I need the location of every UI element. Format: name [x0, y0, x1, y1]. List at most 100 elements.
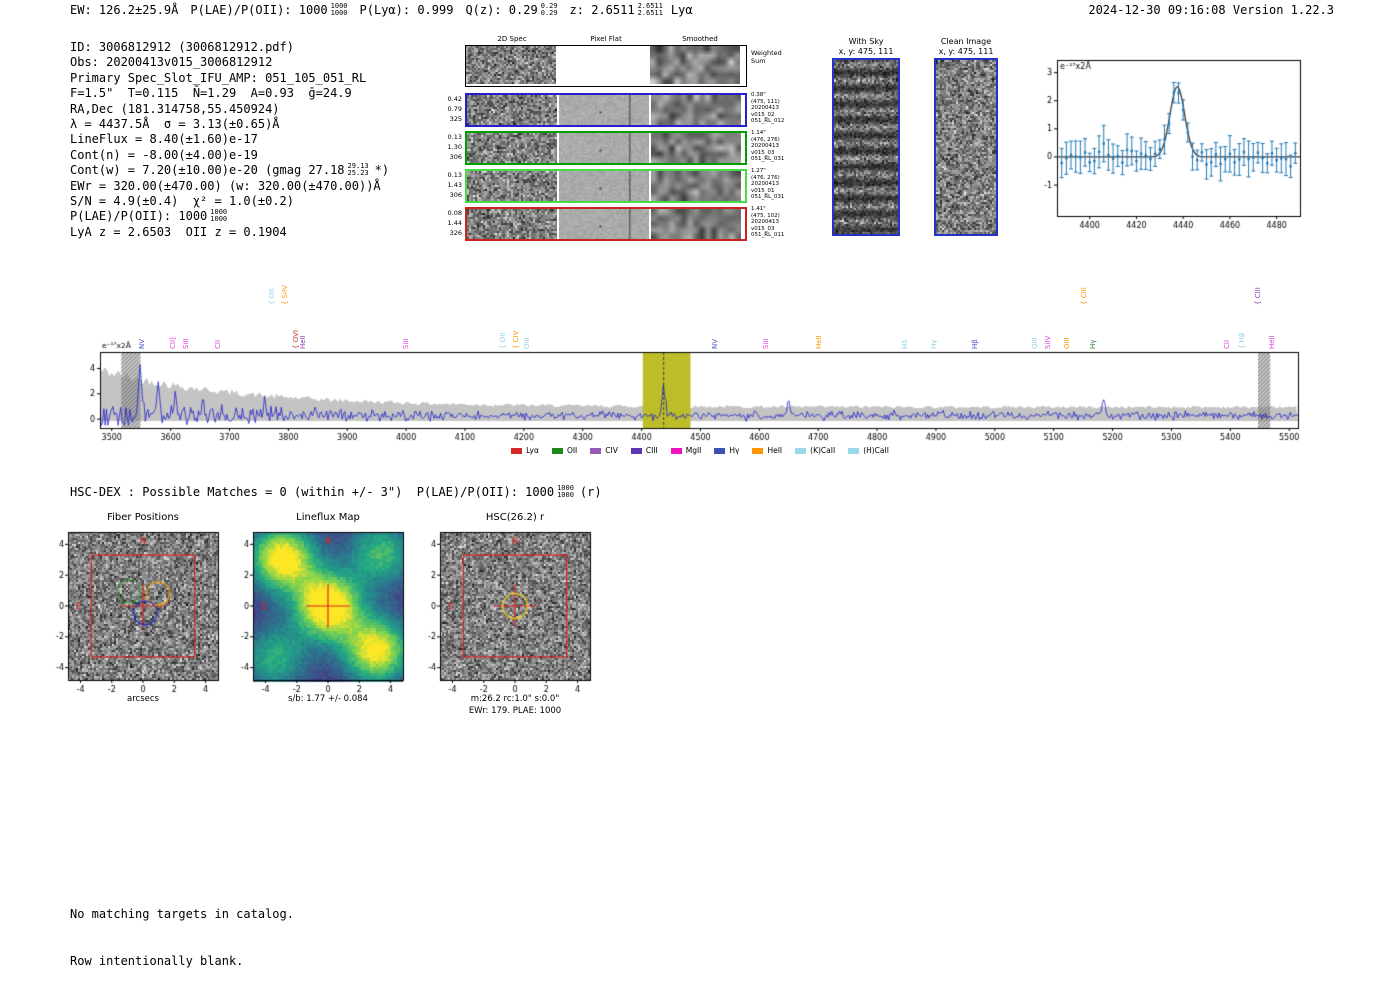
weighted-sum-row	[465, 45, 747, 87]
cutout-row	[465, 207, 747, 241]
legend-swatch	[848, 447, 860, 454]
emission-line-label: Hδ	[901, 339, 910, 349]
legend-label: CIV	[605, 446, 618, 455]
hsc-caption-1: m:26.2 rc:1.0" s:0.0"	[470, 694, 560, 704]
cutout-metric: 306	[449, 153, 462, 161]
stacked-fraction: 29.13 25.23	[347, 161, 369, 177]
cutout-row-right-labels: 1.14" (476, 276) 20200413 v015_03 051_RL_031	[751, 130, 813, 163]
cutout-id-text: 051_RL_011	[751, 232, 785, 239]
cutout-id-text: (475, 111)	[751, 98, 780, 105]
cutout-metric: 306	[449, 191, 462, 199]
fraction-numerator: 29.13	[347, 161, 369, 170]
cutout-metric: 0.08	[447, 209, 462, 217]
emission-line-label: CII	[214, 339, 223, 349]
cutout-row	[465, 131, 747, 165]
legend-label: Lyα	[526, 446, 539, 455]
legend-label: Hγ	[729, 446, 740, 455]
cutout-id-text: 20200413	[751, 181, 779, 188]
fraction-denominator: 25.23	[347, 168, 369, 177]
emission-line-fit-chart	[1020, 50, 1320, 235]
info-line: RA,Dec (181.314758,55.450924)	[70, 101, 280, 116]
info-line: EWr = 320.00(±470.00) (w: 320.00(±470.00…	[70, 178, 381, 193]
with-sky-panel	[832, 58, 900, 236]
info-line: ID: 3006812912 (3006812912.pdf)	[70, 40, 294, 54]
with-sky-title-text: With Sky	[848, 37, 884, 46]
info-line: Primary Spec_Slot_IFU_AMP: 051_105_051_R…	[70, 70, 367, 85]
cutout-row	[465, 169, 747, 203]
emission-line-label: { CIV	[511, 330, 520, 349]
timestamp-version: 2024-12-30 09:16:08 Version 1.22.3	[1088, 3, 1334, 17]
fraction-denominator: 1000	[210, 214, 228, 223]
ew-value: EW: 126.2±25.9Å	[70, 3, 179, 17]
clean-image-title-text: Clean Image	[940, 37, 992, 46]
info-line: Cont(w) = 7.20(±10.00)e-20 (gmag 27.18 29…	[70, 161, 390, 178]
cutout-row-right-labels: 0.38" (475, 111) 20200413 v015_02 051_RL_012	[751, 92, 813, 125]
emission-line-label: { SiIV	[280, 285, 289, 305]
column-header-2dspec: 2D Spec	[497, 35, 527, 43]
qz-fraction: 0.29 0.29	[541, 2, 558, 17]
cutout-id-text: 1.41"	[751, 206, 766, 212]
spec2d-cutout-section: 2D Spec Pixel Flat Smoothed Weighted Sum…	[435, 35, 820, 250]
legend-swatch	[795, 447, 807, 454]
cutout-metric: 326	[449, 229, 462, 237]
cutout-row	[465, 93, 747, 127]
emission-line-label: { Hβ	[1238, 332, 1247, 349]
info-line: F=1.5" T=0.115 N̄=1.29 A=0.93 ḡ=24.9	[70, 86, 352, 101]
info-line: LineFlux = 8.40(±1.60)e-17	[70, 132, 258, 147]
fraction-numerator: 1000	[557, 483, 574, 492]
emission-line-label: { OII	[498, 332, 507, 349]
clean-image-panel	[934, 58, 998, 236]
legend-swatch	[714, 447, 726, 454]
legend-swatch	[590, 447, 602, 454]
legend-swatch	[670, 447, 682, 454]
pixelflat-image	[559, 133, 649, 163]
fiber-positions-plot	[45, 525, 225, 697]
cutout-metric: 0.79	[447, 105, 462, 113]
legend-item: MgII	[670, 446, 701, 455]
spectrum-legend: Lyα OII CIV CIII MgII Hγ HeII (K)CaII (H)CaII	[90, 446, 1310, 455]
emission-line-label: HeII	[299, 335, 308, 349]
hsc-r-title: HSC(26.2) r	[485, 512, 545, 523]
emission-line-label: { OII	[267, 288, 276, 305]
cutout-row-left-labels: 0.42 0.79 325	[435, 94, 462, 124]
info-line: Cont(n) = -8.00(±4.00)e-19	[70, 147, 258, 162]
spec2d-image	[467, 133, 557, 163]
info-line: P(LAE)/P(OII): 1000 1000 1000	[70, 207, 389, 224]
emission-line-label: OIII	[523, 337, 532, 349]
legend-label: (K)CaII	[810, 446, 836, 455]
legend-swatch	[752, 447, 764, 454]
column-header-smoothed: Smoothed	[682, 35, 718, 43]
legend-item: CIV	[590, 446, 618, 455]
footer-notes: No matching targets in catalog. Row inte…	[70, 876, 294, 985]
legend-item: Lyα	[511, 446, 539, 455]
cutout-id-text: 051_RL_012	[751, 118, 785, 125]
footer-line: Row intentionally blank.	[70, 953, 244, 968]
fraction-denominator: 1000	[330, 8, 348, 17]
emission-line-label: NV	[710, 338, 719, 349]
emission-line-label: Hγ	[929, 339, 938, 349]
emission-line-label: OIII	[1062, 337, 1071, 349]
clean-image-coords: x, y: 475, 111	[938, 47, 994, 56]
spec2d-image	[467, 95, 557, 125]
plae-fraction: 1000 1000	[330, 2, 348, 17]
info-line-text: Cont(w) = 7.20(±10.00)e-20 (gmag 27.18	[70, 163, 345, 178]
cutout-id-text: (476, 276)	[751, 136, 780, 143]
legend-label: HeII	[767, 446, 783, 455]
cutout-row-left-labels: 0.08 1.44 326	[435, 208, 462, 238]
hsc-caption-2: EWr: 179. PLAE: 1000	[468, 706, 562, 716]
detection-info-block: ID: 3006812912 (3006812912.pdf) Obs: 2020…	[70, 40, 389, 240]
footer-line: No matching targets in catalog.	[70, 907, 294, 921]
legend-item: HeII	[752, 446, 782, 455]
fraction-numerator: 1000	[210, 207, 228, 216]
cutout-id-text: 0.38"	[751, 92, 766, 98]
info-line-text: *)	[374, 163, 390, 178]
cutout-id-text: 20200413	[751, 105, 779, 112]
weighted-sum-label: Weighted Sum	[751, 49, 782, 65]
cutout-id-text: v015_03	[751, 225, 775, 232]
cutout-id-text: v015_01	[751, 187, 775, 194]
info-line: LyA z = 2.6503 OII z = 0.1904	[70, 224, 287, 239]
cutout-metric: 0.13	[447, 133, 462, 141]
emission-line-label: SiIV	[1043, 335, 1052, 349]
emission-line-label: NV	[137, 338, 146, 349]
with-sky-title: With Sky x, y: 475, 111	[816, 37, 916, 57]
